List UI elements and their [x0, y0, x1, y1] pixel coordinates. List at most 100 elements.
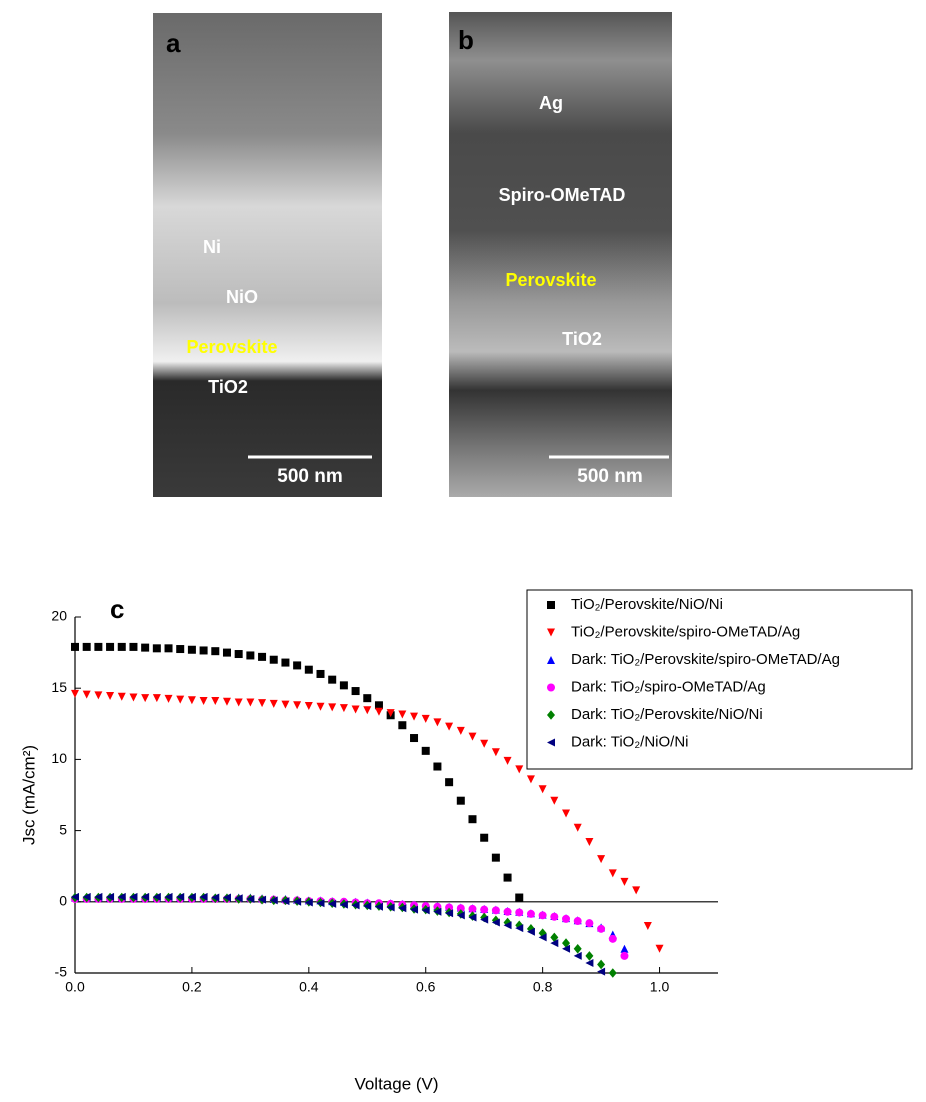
marker [504, 874, 512, 882]
marker [200, 646, 208, 654]
marker [281, 701, 289, 709]
marker [211, 697, 219, 705]
y-tick-label: 20 [51, 608, 67, 624]
x-tick-label: 0.0 [65, 979, 85, 995]
layer-label: Perovskite [186, 337, 277, 357]
marker [609, 935, 617, 943]
panel-label: b [458, 25, 474, 55]
marker [585, 951, 593, 961]
marker [94, 691, 102, 699]
chart-title: c [110, 594, 124, 624]
x-tick-label: 1.0 [650, 979, 670, 995]
legend-label: Dark: TiO₂/Perovskite/NiO/Ni [571, 706, 763, 723]
marker [200, 697, 208, 705]
sem-image [449, 12, 672, 497]
marker [71, 690, 79, 698]
marker [176, 696, 184, 704]
legend-marker [547, 684, 555, 692]
marker [480, 834, 488, 842]
scale-bar-label: 500 nm [277, 466, 342, 487]
marker [141, 644, 149, 652]
marker [597, 960, 605, 970]
marker [609, 968, 617, 978]
marker [597, 925, 605, 933]
x-tick-label: 0.8 [533, 979, 553, 995]
marker [504, 757, 512, 765]
legend-label: TiO₂/Perovskite/spiro-OMeTAD/Ag [571, 623, 800, 640]
marker [246, 698, 254, 706]
marker [445, 723, 453, 731]
marker [293, 701, 301, 709]
marker [129, 643, 137, 651]
marker [574, 944, 582, 954]
marker [620, 952, 628, 960]
marker [340, 704, 348, 712]
marker [258, 653, 266, 661]
marker [457, 797, 465, 805]
marker [445, 778, 453, 786]
marker [433, 718, 441, 726]
y-tick-label: 10 [51, 750, 67, 766]
marker [515, 908, 523, 916]
marker [574, 917, 582, 925]
marker [270, 700, 278, 708]
marker [527, 910, 535, 918]
layer-label: TiO2 [562, 329, 602, 349]
marker [492, 854, 500, 862]
marker [223, 649, 231, 657]
marker [246, 651, 254, 659]
marker [153, 644, 161, 652]
marker [165, 695, 173, 703]
marker [340, 681, 348, 689]
marker [504, 908, 512, 916]
marker [165, 644, 173, 652]
marker [71, 643, 79, 651]
marker [129, 693, 137, 701]
marker [235, 698, 243, 706]
marker [235, 650, 243, 658]
y-tick-label: -5 [55, 964, 68, 980]
marker [352, 706, 360, 714]
marker [118, 643, 126, 651]
marker [293, 661, 301, 669]
marker [539, 785, 547, 793]
panel-label: a [166, 28, 181, 58]
marker [597, 855, 605, 863]
legend-label: Dark: TiO₂/NiO/Ni [571, 733, 689, 750]
marker [317, 670, 325, 678]
marker [188, 696, 196, 704]
layer-label: Spiro-OMeTAD [499, 185, 626, 205]
legend-marker [547, 601, 555, 609]
marker [527, 775, 535, 783]
marker [211, 647, 219, 655]
marker [562, 810, 570, 818]
page: aNiNiOPerovskiteTiO2500 nmbAgSpiro-OMeTA… [0, 0, 926, 1102]
sem-image [153, 13, 382, 497]
y-tick-label: 0 [59, 893, 67, 909]
marker [305, 702, 313, 710]
marker [550, 913, 558, 921]
marker [585, 838, 593, 846]
marker [328, 676, 336, 684]
marker [317, 703, 325, 711]
marker [188, 646, 196, 654]
marker [398, 721, 406, 729]
marker [106, 692, 114, 700]
marker [118, 693, 126, 701]
marker [176, 645, 184, 653]
marker [656, 945, 664, 953]
marker [433, 763, 441, 771]
marker [492, 906, 500, 914]
marker [398, 711, 406, 719]
marker [153, 694, 161, 702]
x-tick-label: 0.6 [416, 979, 436, 995]
legend-label: Dark: TiO₂/Perovskite/spiro-OMeTAD/Ag [571, 651, 840, 668]
marker [585, 919, 593, 927]
marker [375, 708, 383, 716]
marker [422, 747, 430, 755]
marker [141, 694, 149, 702]
marker [480, 740, 488, 748]
marker [492, 748, 500, 756]
layer-label: Ni [203, 237, 221, 257]
marker [550, 797, 558, 805]
